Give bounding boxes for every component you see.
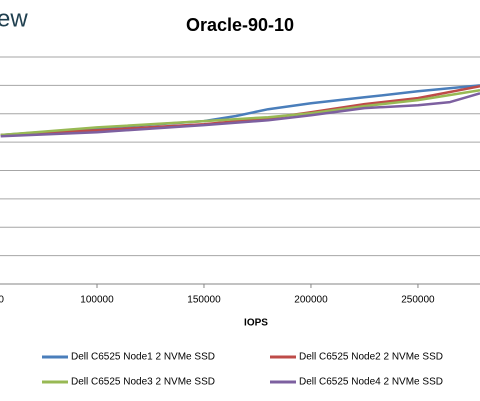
series-line <box>0 84 480 137</box>
legend-label: Dell C6525 Node3 2 NVMe SSD <box>71 377 215 388</box>
series-line <box>0 92 480 138</box>
x-axis-label: IOPS <box>244 318 268 329</box>
x-tick-label: 250000 <box>401 295 435 306</box>
x-tick-label: 200000 <box>294 295 328 306</box>
logo-text: ew <box>0 5 28 32</box>
chart-title: Oracle-90-10 <box>186 15 294 35</box>
legend-label: Dell C6525 Node4 2 NVMe SSD <box>299 377 443 388</box>
legend-label: Dell C6525 Node1 2 NVMe SSD <box>71 352 215 363</box>
x-tick-label: 50000 <box>0 295 4 306</box>
x-tick-label: 100000 <box>80 295 114 306</box>
x-tick-label: 150000 <box>187 295 221 306</box>
legend-label: Dell C6525 Node2 2 NVMe SSD <box>299 352 443 363</box>
series-line <box>0 88 480 137</box>
